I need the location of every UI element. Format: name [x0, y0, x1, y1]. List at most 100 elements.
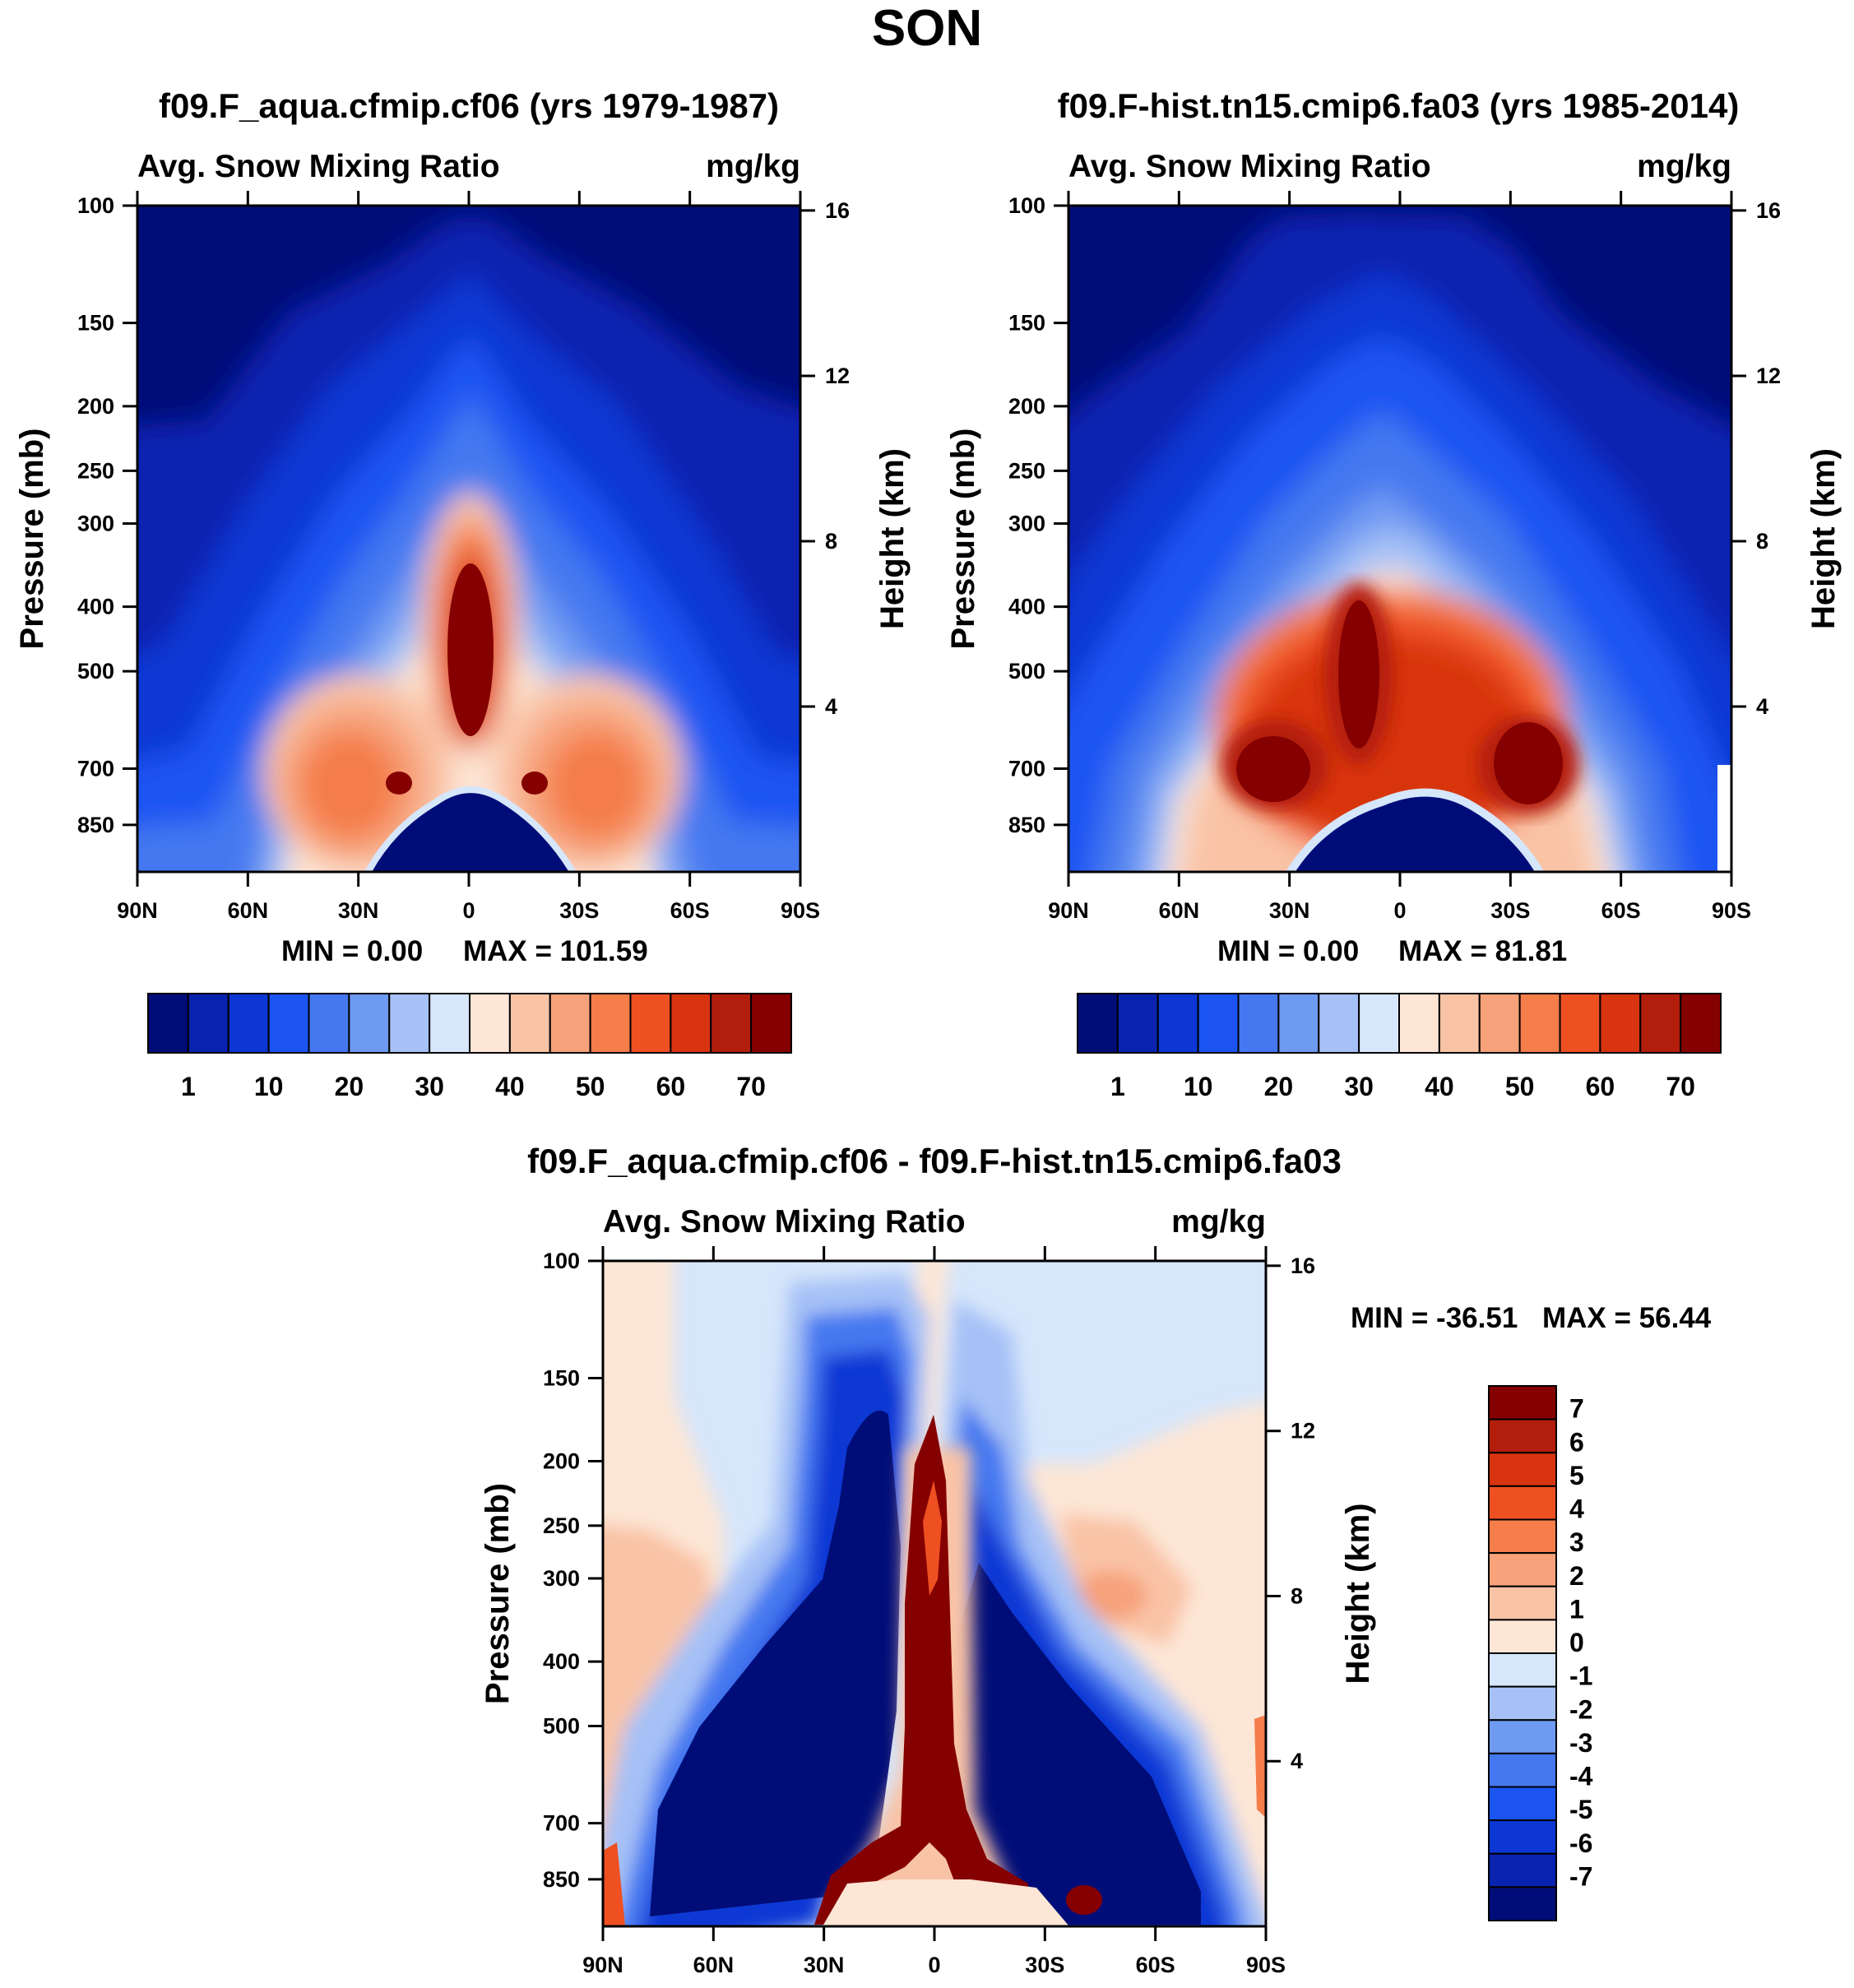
- colorbar-swatch: [1488, 1819, 1557, 1855]
- latitude-tick-label: 30S: [1490, 898, 1530, 923]
- panel-1-colorbar: 1 10 20 30 40 50 60 70: [147, 993, 792, 1101]
- panel-1-contour-13: [547, 732, 646, 839]
- height-axis-label: Height (km): [1805, 448, 1842, 629]
- colorbar-label: 70: [1666, 1072, 1695, 1101]
- colorbar-label: -3: [1569, 1728, 1592, 1758]
- panel-1-units-label: mg/kg: [706, 149, 800, 184]
- pressure-tick-label: 700: [543, 1811, 580, 1836]
- colorbar-swatch: [1488, 1385, 1557, 1420]
- colorbar-swatch: [1559, 993, 1601, 1054]
- panel-1-tropical-void: [364, 786, 577, 872]
- height-tick-label: 12: [1756, 364, 1781, 388]
- colorbar-swatch: [1488, 1452, 1557, 1487]
- colorbar-swatch: [1116, 993, 1159, 1054]
- pressure-tick-label: 300: [543, 1566, 580, 1591]
- height-axis-label: Height (km): [874, 448, 911, 629]
- colorbar-label: -4: [1569, 1762, 1593, 1791]
- panel-3-contour-14: [946, 1563, 1201, 1925]
- height-tick-label: 16: [1756, 198, 1781, 223]
- colorbar-label: 3: [1569, 1527, 1584, 1557]
- pressure-axis-label: Pressure (mb): [480, 1483, 516, 1704]
- colorbar-label: 6: [1569, 1427, 1584, 1457]
- colorbar-swatch: [1488, 1619, 1557, 1654]
- latitude-tick-label: 0: [928, 1953, 940, 1977]
- latitude-tick-label: 90S: [1246, 1953, 1286, 1977]
- panel-1-core-max: [447, 563, 494, 736]
- colorbar-swatch: [1478, 993, 1521, 1054]
- colorbar-label: -6: [1569, 1828, 1592, 1858]
- panel-3-contour-17: [923, 1481, 942, 1596]
- colorbar-label: 4: [1569, 1494, 1584, 1524]
- colorbar-swatch: [1197, 993, 1240, 1054]
- colorbar-swatch: [1077, 993, 1119, 1054]
- colorbar-swatch: [1488, 1485, 1557, 1521]
- colorbar-label: 60: [1586, 1072, 1615, 1101]
- pressure-tick-label: 850: [1008, 813, 1045, 837]
- colorbar-swatch: [1358, 993, 1400, 1054]
- latitude-tick-label: 30N: [338, 898, 379, 923]
- panel-2-max-label: MAX = 81.81: [1398, 935, 1567, 967]
- panel-2-colorbar: 1 10 20 30 40 50 60 70: [1077, 993, 1722, 1101]
- pressure-tick-label: 250: [77, 458, 114, 483]
- pressure-tick-label: 100: [1008, 193, 1045, 218]
- pressure-tick-label: 500: [543, 1713, 580, 1738]
- pressure-tick-label: 250: [543, 1513, 580, 1538]
- pressure-tick-label: 200: [1008, 394, 1045, 419]
- latitude-tick-label: 90N: [117, 898, 158, 923]
- pressure-tick-label: 200: [543, 1449, 580, 1474]
- colorbar-swatch: [1398, 993, 1440, 1054]
- height-tick-label: 16: [1291, 1254, 1315, 1278]
- panel-2-axes: 100 150 200 250 300 400 500 700 850 90N 60N 30N 0 30S…: [945, 191, 1842, 923]
- panel-3-contour-20: [603, 1842, 625, 1926]
- pressure-tick-label: 850: [543, 1867, 580, 1892]
- colorbar-swatch: [549, 993, 591, 1054]
- colorbar-swatch: [1318, 993, 1360, 1054]
- colorbar-swatch: [670, 993, 712, 1054]
- pressure-axis-label: Pressure (mb): [14, 429, 50, 650]
- colorbar-label: 20: [1264, 1072, 1294, 1101]
- latitude-tick-label: 30N: [1269, 898, 1310, 923]
- height-tick-label: 8: [825, 529, 837, 554]
- colorbar-swatch: [388, 993, 431, 1054]
- latitude-tick-label: 90S: [781, 898, 820, 923]
- colorbar-label: 1: [1569, 1594, 1584, 1624]
- colorbar-swatch: [1488, 1652, 1557, 1688]
- colorbar-swatch: [750, 993, 792, 1054]
- colorbar-swatch: [1488, 1585, 1557, 1621]
- panel-2-tropical-void: [1285, 788, 1545, 872]
- latitude-tick-label: 60S: [1136, 1953, 1175, 1977]
- panel-3-field: [603, 1261, 1266, 1926]
- colorbar-label: 2: [1569, 1561, 1584, 1591]
- panel-1: f09.F_aqua.cfmip.cf06 (yrs 1979-1987) Av…: [14, 86, 911, 1101]
- panel-3-contour-13: [650, 1411, 901, 1916]
- panel-2-missing-region: [1717, 765, 1731, 872]
- panel-3-axes: 100 150 200 250 300 400 500 700 850 90N 60N 30N 0 30S…: [480, 1246, 1376, 1977]
- latitude-tick-label: 60S: [670, 898, 710, 923]
- colorbar-swatch: [1488, 1418, 1557, 1454]
- colorbar-label: 7: [1569, 1394, 1584, 1424]
- latitude-tick-label: 60N: [1159, 898, 1200, 923]
- colorbar-label: -1: [1569, 1661, 1592, 1691]
- pressure-tick-label: 300: [77, 511, 114, 535]
- panel-2-field: [1068, 206, 1731, 872]
- pressure-tick-label: 100: [77, 193, 114, 218]
- colorbar-swatch: [267, 993, 310, 1054]
- colorbar-swatch: [1488, 1518, 1557, 1555]
- panel-3-min-label: MIN = -36.51: [1351, 1302, 1518, 1334]
- colorbar-label: 20: [335, 1072, 364, 1101]
- colorbar-swatch: [1488, 1752, 1557, 1788]
- colorbar-label: 10: [1184, 1072, 1213, 1101]
- colorbar-swatch: [1488, 1852, 1557, 1888]
- colorbar-label: 1: [181, 1072, 196, 1101]
- colorbar-label: 10: [254, 1072, 284, 1101]
- colorbar-swatch: [1488, 1685, 1557, 1722]
- height-tick-label: 8: [1756, 529, 1768, 554]
- colorbar-swatch: [469, 993, 511, 1054]
- pressure-tick-label: 300: [1008, 511, 1045, 535]
- panel-2-variable-label: Avg. Snow Mixing Ratio: [1068, 149, 1431, 184]
- pressure-tick-label: 500: [1008, 659, 1045, 684]
- colorbar-swatch: [589, 993, 632, 1054]
- height-tick-label: 4: [1291, 1749, 1303, 1773]
- colorbar-swatch: [308, 993, 350, 1054]
